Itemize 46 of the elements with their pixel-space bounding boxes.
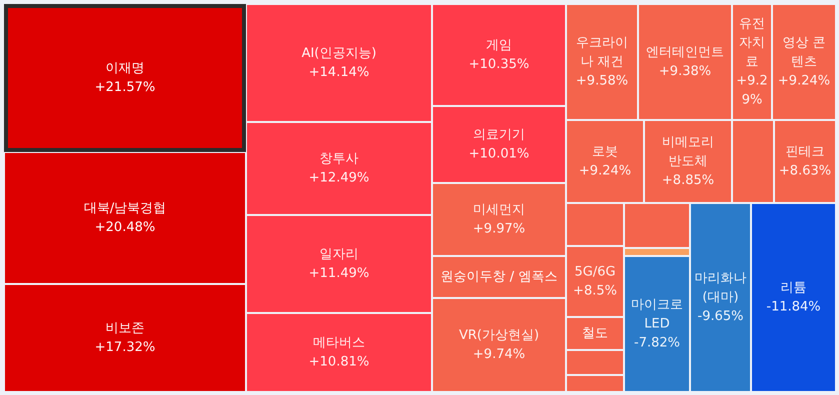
- data-label: +8.85%: [662, 172, 714, 188]
- data-label: +12.49%: [308, 170, 370, 186]
- data-label: +10.35%: [468, 56, 530, 72]
- category-label: 철도: [582, 326, 608, 341]
- category-label: 로봇: [592, 144, 618, 160]
- category-label: 엔터테인먼트: [646, 44, 724, 60]
- category-label: 이재명: [106, 60, 144, 76]
- category-label: 일자리: [320, 246, 358, 262]
- data-label: +14.14%: [308, 64, 370, 80]
- data-label: +9.58%: [576, 73, 628, 88]
- data-label: +9.29%: [736, 73, 768, 108]
- data-label: +9.24%: [578, 163, 632, 178]
- category-label: 의료기기: [473, 127, 525, 142]
- category-label: 리튬: [780, 280, 806, 296]
- data-label: +21.57%: [94, 80, 156, 95]
- category-label: 메타버스: [313, 335, 365, 350]
- category-label: VR(가상현실): [458, 328, 540, 343]
- category-label: 마리화나(대마): [694, 270, 746, 305]
- category-label: 유전자치료: [739, 16, 765, 70]
- category-label: 원숭이두창 / 엠폭스: [440, 269, 558, 284]
- data-label: +8.5%: [573, 283, 617, 298]
- data-label: +8.63%: [778, 163, 832, 178]
- category-label: 비메모리 반도체: [662, 134, 714, 169]
- category-label: 마이크로 LED: [631, 297, 683, 332]
- category-label: AI(인공지능): [302, 46, 376, 61]
- data-label: +10.01%: [468, 146, 530, 162]
- category-label: 핀테크: [786, 144, 824, 160]
- category-label: 비보존: [106, 320, 144, 336]
- data-label: +17.32%: [94, 340, 156, 355]
- data-label: -7.82%: [634, 335, 680, 350]
- data-label: +9.38%: [658, 64, 712, 79]
- data-label: -11.84%: [766, 299, 821, 314]
- category-label: 영상 콘텐츠: [782, 35, 826, 70]
- data-label: +9.74%: [472, 346, 526, 362]
- data-label: +9.24%: [778, 73, 830, 88]
- category-label: 5G/6G: [574, 264, 616, 280]
- category-label: 대북/남북경협: [84, 200, 166, 216]
- data-label: +20.48%: [94, 220, 156, 235]
- data-label: +9.97%: [472, 221, 526, 236]
- category-label: 미세먼지: [473, 202, 525, 218]
- data-label: +10.81%: [308, 354, 370, 370]
- data-label: -9.65%: [698, 308, 744, 324]
- category-label: 게임: [486, 38, 512, 53]
- category-label: 창투사: [320, 151, 358, 166]
- data-label: +11.49%: [308, 266, 370, 281]
- category-label: 우크라이나 재건: [576, 35, 628, 70]
